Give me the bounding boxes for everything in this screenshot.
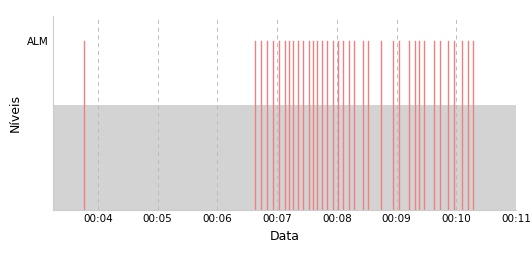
Y-axis label: Níveis: Níveis xyxy=(9,94,22,132)
X-axis label: Data: Data xyxy=(270,229,300,243)
Bar xyxy=(53,16,516,105)
Bar xyxy=(53,105,516,210)
